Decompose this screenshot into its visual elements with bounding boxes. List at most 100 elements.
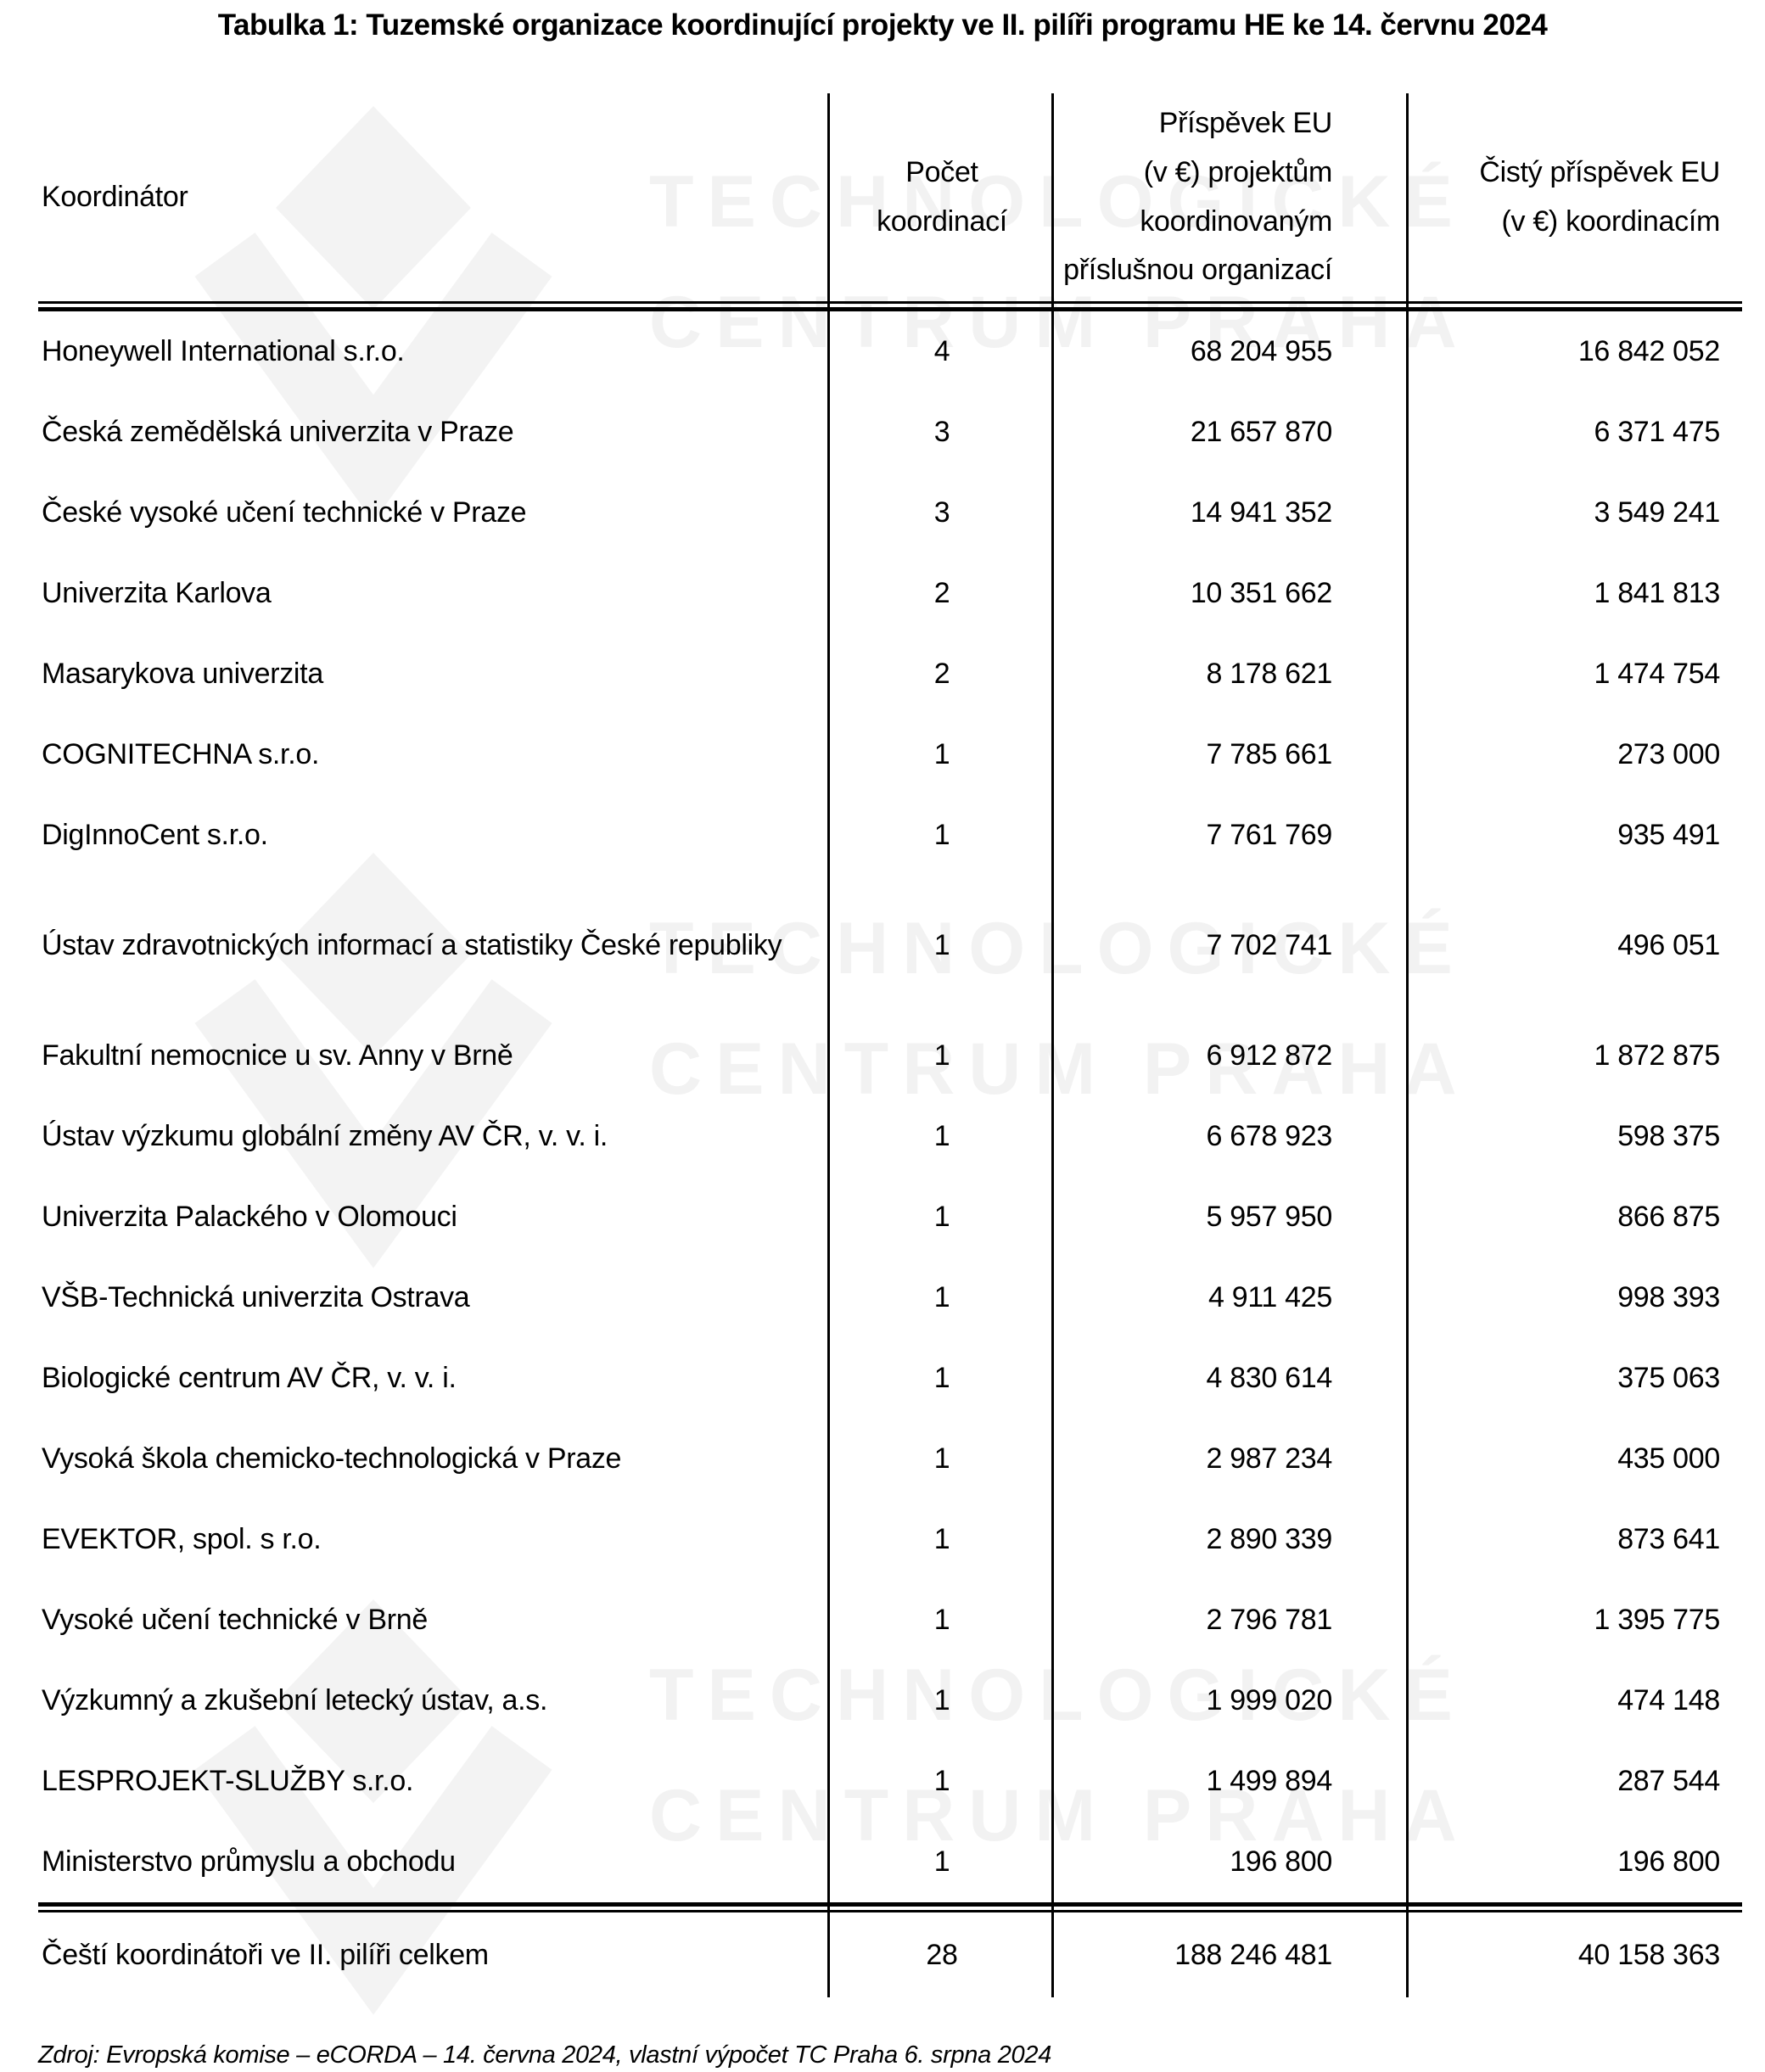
coordinator-cell: EVEKTOR, spol. s r.o. — [42, 1523, 322, 1556]
watermark-text: TECHNOLOGICKÉ — [649, 1655, 1466, 1736]
table-row: LESPROJEKT-SLUŽBY s.r.o. 1 1 499 894 287 54… — [38, 1741, 1742, 1822]
table-row: Česká zemědělská univerzita v Praze 3 21 6… — [38, 392, 1742, 473]
coordinator-cell: Univerzita Palackého v Olomouci — [42, 1201, 457, 1234]
total-separator-rule — [38, 1902, 1742, 1912]
coordination-count-cell: 1 — [933, 1362, 950, 1395]
tc-praha-logo-watermark — [194, 1599, 552, 2015]
net-eu-contribution-cell: 998 393 — [1617, 1281, 1720, 1314]
coordination-count-cell: 1 — [933, 1120, 950, 1153]
coordination-count-cell: 1 — [933, 1523, 950, 1556]
eu-contribution-cell: 1 499 894 — [1206, 1765, 1332, 1798]
coordination-count-cell: 1 — [933, 1684, 950, 1717]
column-divider — [1406, 93, 1409, 1997]
table-row: Honeywell International s.r.o. 4 68 204 95… — [38, 311, 1742, 392]
net-eu-contribution-cell: 40 158 363 — [1577, 1938, 1720, 1971]
eu-contribution-cell: 5 957 950 — [1206, 1201, 1332, 1234]
net-eu-contribution-cell: 873 641 — [1617, 1523, 1720, 1556]
eu-contribution-cell: 10 351 662 — [1190, 577, 1332, 610]
coordinator-cell: COGNITECHNA s.r.o. — [42, 738, 320, 771]
eu-contribution-cell: 7 761 769 — [1206, 819, 1332, 852]
source-note: Zdroj: Evropská komise – eCORDA – 14. če… — [38, 2041, 1052, 2069]
watermark-text: TECHNOLOGICKÉ — [649, 161, 1466, 243]
eu-contribution-cell: 7 785 661 — [1206, 738, 1332, 771]
table-row: České vysoké učení technické v Praze 3 14 … — [38, 473, 1742, 553]
table-row: Univerzita Karlova 2 10 351 662 1 841 813 — [38, 553, 1742, 634]
table-row: Fakultní nemocnice u sv. Anny v Brně 1 6 9… — [38, 1016, 1742, 1096]
net-eu-contribution-cell: 1 395 775 — [1594, 1604, 1720, 1637]
coordinator-cell: Ministerstvo průmyslu a obchodu — [42, 1845, 456, 1879]
eu-contribution-cell: 2 890 339 — [1206, 1523, 1332, 1556]
eu-contribution-cell: 6 678 923 — [1206, 1120, 1332, 1153]
table-row: Vysoké učení technické v Brně 1 2 796 781 1… — [38, 1580, 1742, 1660]
table-total-row: Čeští koordinátoři ve II. pilíři celkem 2… — [38, 1912, 1742, 1997]
coordinator-cell: Ústav zdravotnických informací a statist… — [42, 929, 782, 962]
net-eu-contribution-cell: 273 000 — [1617, 738, 1720, 771]
net-eu-contribution-cell: 866 875 — [1617, 1201, 1720, 1234]
coordination-count-cell: 1 — [933, 738, 950, 771]
coordination-count-cell: 3 — [933, 496, 950, 529]
coordinators-table: Koordinátor Počet koordinací Příspěvek EU (v… — [38, 93, 1742, 1997]
net-eu-contribution-cell: 3 549 241 — [1594, 496, 1720, 529]
tc-praha-logo-watermark — [194, 106, 552, 522]
coordinator-cell: Ústav výzkumu globální změny AV ČR, v. v… — [42, 1120, 608, 1153]
table-row: Ústav zdravotnických informací a statist… — [38, 876, 1742, 1016]
eu-contribution-cell: 8 178 621 — [1206, 658, 1332, 691]
eu-contribution-cell: 21 657 870 — [1190, 416, 1332, 449]
coordinator-cell: Fakultní nemocnice u sv. Anny v Brně — [42, 1039, 513, 1072]
coordination-count-cell: 2 — [933, 577, 950, 610]
table-row: Vysoká škola chemicko-technologická v Pr… — [38, 1419, 1742, 1499]
coordinator-cell: Čeští koordinátoři ve II. pilíři celkem — [42, 1938, 489, 1971]
coordinator-cell: Honeywell International s.r.o. — [42, 335, 405, 368]
eu-contribution-cell: 2 987 234 — [1206, 1442, 1332, 1476]
column-header: Čistý příspěvek EU (v €) koordinacím — [1479, 155, 1720, 238]
coordination-count-cell: 1 — [933, 1442, 950, 1476]
coordination-count-cell: 1 — [933, 1201, 950, 1234]
coordinator-cell: Výzkumný a zkušební letecký ústav, a.s. — [42, 1684, 548, 1717]
table-row: Univerzita Palackého v Olomouci 1 5 957 95… — [38, 1177, 1742, 1257]
eu-contribution-cell: 68 204 955 — [1190, 335, 1332, 368]
coordination-count-cell: 1 — [933, 1845, 950, 1879]
net-eu-contribution-cell: 287 544 — [1617, 1765, 1720, 1798]
coordination-count-cell: 1 — [933, 1039, 950, 1072]
table-row: Ministerstvo průmyslu a obchodu 1 196 800 1… — [38, 1822, 1742, 1902]
column-header: Počet koordinací — [877, 155, 1007, 238]
net-eu-contribution-cell: 196 800 — [1617, 1845, 1720, 1879]
net-eu-contribution-cell: 1 872 875 — [1594, 1039, 1720, 1072]
net-eu-contribution-cell: 474 148 — [1617, 1684, 1720, 1717]
net-eu-contribution-cell: 1 841 813 — [1594, 577, 1720, 610]
coordination-count-cell: 28 — [926, 1938, 958, 1971]
eu-contribution-cell: 188 246 481 — [1174, 1938, 1332, 1971]
eu-contribution-cell: 6 912 872 — [1206, 1039, 1332, 1072]
table-row: Masarykova univerzita 2 8 178 621 1 474 754 — [38, 634, 1742, 714]
table-row: Biologické centrum AV ČR, v. v. i. 1 4 830… — [38, 1338, 1742, 1419]
net-eu-contribution-cell: 1 474 754 — [1594, 658, 1720, 691]
coordination-count-cell: 2 — [933, 658, 950, 691]
table-header-row: Koordinátor Počet koordinací Příspěvek EU (v… — [38, 93, 1742, 301]
coordinator-cell: Univerzita Karlova — [42, 577, 272, 610]
column-header: Příspěvek EU (v €) projektům koordinovaným… — [1063, 106, 1332, 287]
table-row: Výzkumný a zkušební letecký ústav, a.s. 1… — [38, 1660, 1742, 1741]
table-row: VŠB-Technická univerzita Ostrava 1 4 911 4… — [38, 1257, 1742, 1338]
eu-contribution-cell: 4 830 614 — [1206, 1362, 1332, 1395]
table-body: Honeywell International s.r.o. 4 68 204 95… — [38, 311, 1742, 1902]
eu-contribution-cell: 196 800 — [1230, 1845, 1332, 1879]
coordination-count-cell: 1 — [933, 1281, 950, 1314]
net-eu-contribution-cell: 935 491 — [1617, 819, 1720, 852]
coordinator-cell: Masarykova univerzita — [42, 658, 323, 691]
tc-praha-logo-watermark — [194, 853, 552, 1268]
column-divider — [1051, 93, 1054, 1997]
column-divider — [827, 93, 830, 1997]
coordinator-cell: DigInnoCent s.r.o. — [42, 819, 268, 852]
header-separator-rule — [38, 301, 1742, 311]
coordination-count-cell: 4 — [933, 335, 950, 368]
eu-contribution-cell: 14 941 352 — [1190, 496, 1332, 529]
table-row: EVEKTOR, spol. s r.o. 1 2 890 339 873 641 — [38, 1499, 1742, 1580]
coordination-count-cell: 1 — [933, 819, 950, 852]
eu-contribution-cell: 7 702 741 — [1206, 929, 1332, 962]
table-title: Tabulka 1: Tuzemské organizace koordinuj… — [217, 8, 1548, 42]
table-row: COGNITECHNA s.r.o. 1 7 785 661 273 000 — [38, 714, 1742, 795]
net-eu-contribution-cell: 375 063 — [1617, 1362, 1720, 1395]
eu-contribution-cell: 2 796 781 — [1206, 1604, 1332, 1637]
net-eu-contribution-cell: 496 051 — [1617, 929, 1720, 962]
